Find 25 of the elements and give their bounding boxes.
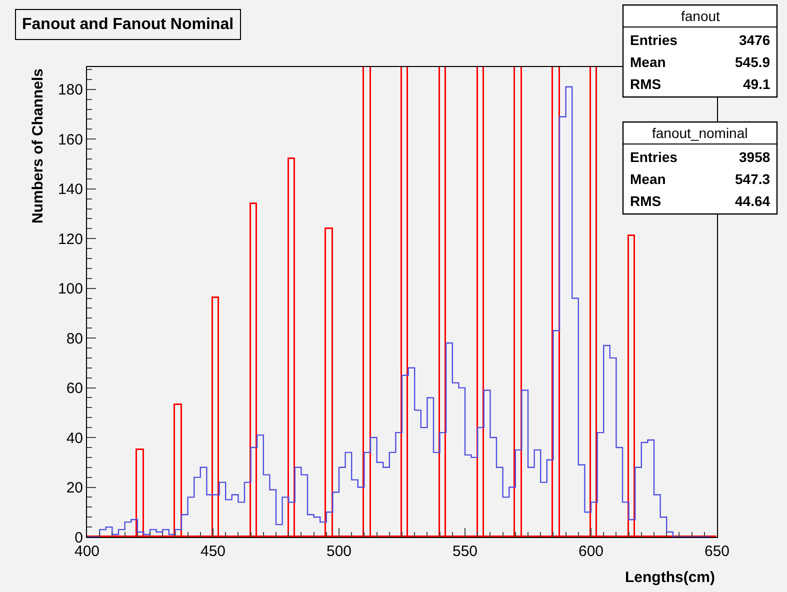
y-tick-label: 180	[58, 82, 83, 99]
y-tick-label: 140	[58, 181, 83, 198]
y-tick-label: 120	[58, 230, 83, 248]
text: Mean 547.3	[630, 171, 770, 187]
text: Entries 3476	[630, 32, 770, 48]
x-tick-label: 600	[578, 543, 604, 560]
y-tick-label: 100	[58, 280, 83, 298]
x-tick-label: 450	[200, 543, 226, 560]
text: fanout	[681, 8, 720, 24]
y-axis-title: Numbers of Channels	[30, 68, 46, 224]
text: RMS 44.64	[630, 193, 770, 209]
text: Mean 545.9	[630, 54, 770, 70]
y-tick-label: 80	[66, 330, 83, 348]
chart-title: Fanout and Fanout Nominal	[22, 16, 234, 33]
x-tick-label: 650	[704, 543, 730, 560]
y-tick-label: 40	[66, 430, 83, 447]
text: Entries 3958	[630, 149, 770, 165]
x-tick-label: 550	[452, 543, 478, 560]
annotation: fanout_nominal	[652, 125, 748, 141]
text: RMS 49.1	[630, 76, 770, 92]
y-tick-label: 60	[66, 380, 83, 398]
y-tick-label: 20	[66, 480, 83, 497]
x-tick-label: 500	[326, 543, 352, 560]
y-tick-label: 160	[58, 131, 83, 148]
x-axis-title: Lengths(cm)	[625, 569, 716, 586]
